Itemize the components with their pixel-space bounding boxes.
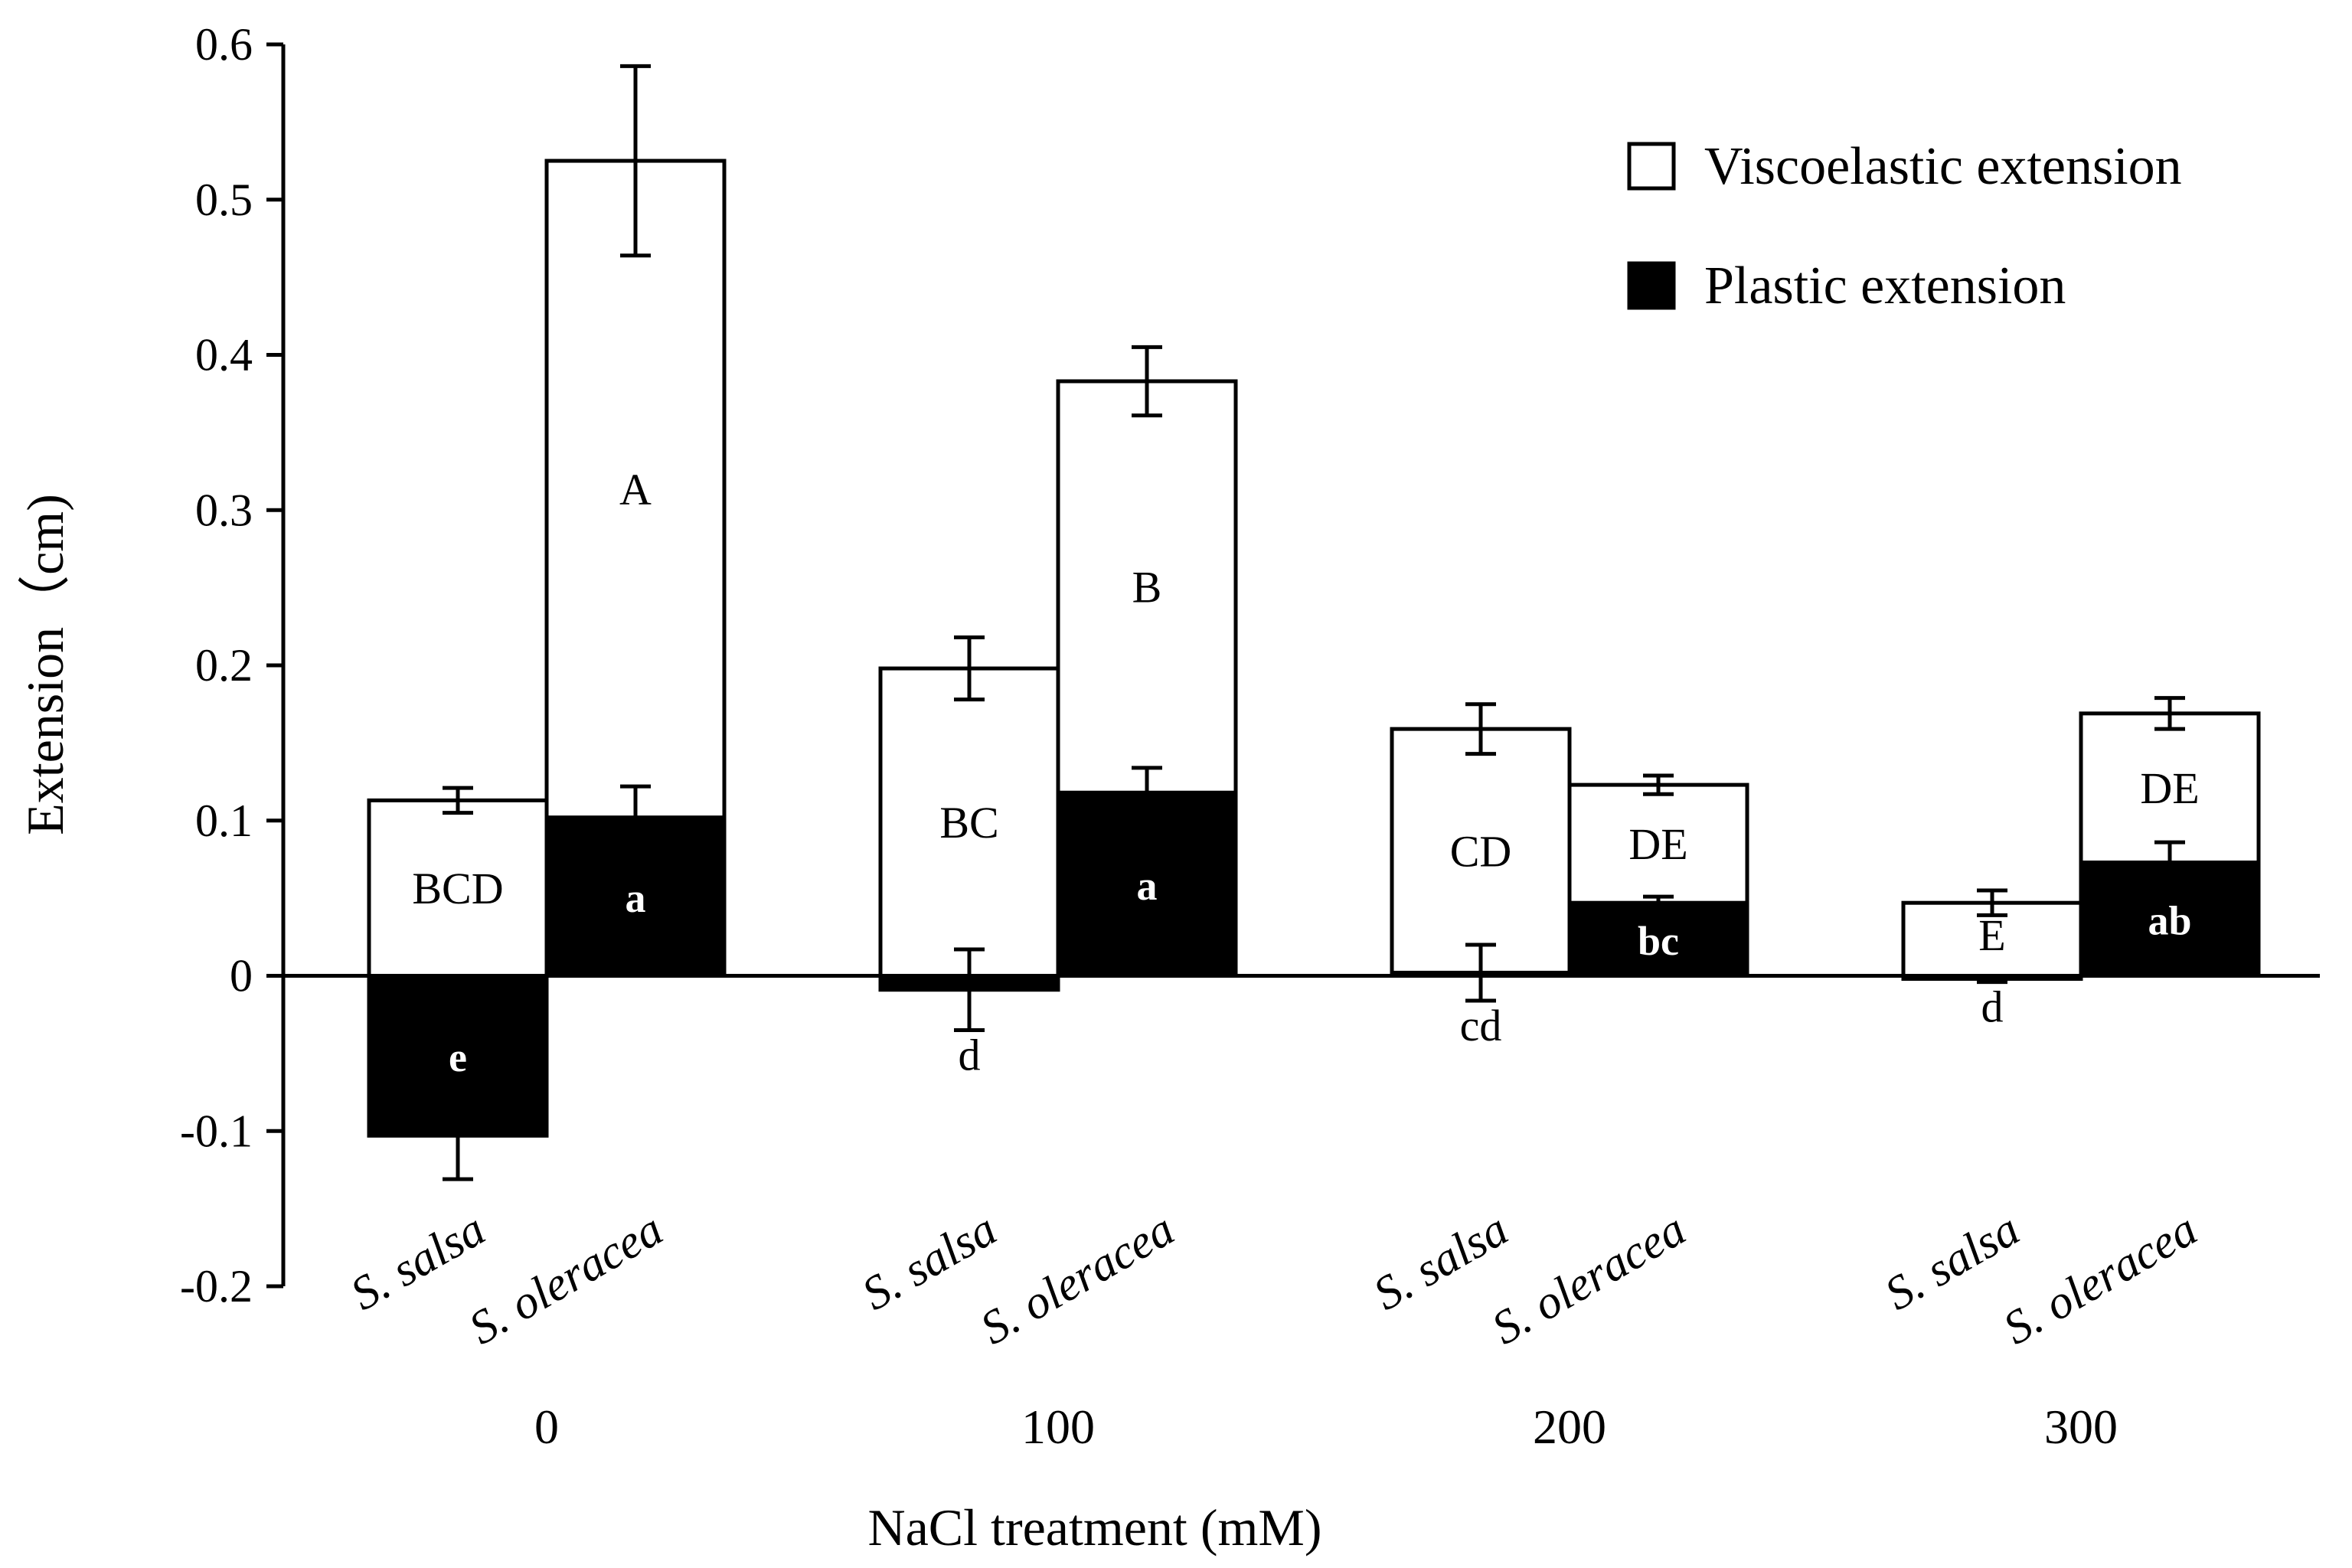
bar-group-200-salsa (1390, 702, 1572, 1003)
total-error-bar (620, 64, 651, 258)
group-label: 100 (1021, 1400, 1095, 1454)
plastic-letter: d (1981, 982, 2004, 1032)
plastic-error-bar (1465, 942, 1496, 1003)
viscoelastic-letter: CD (1450, 826, 1512, 876)
plastic-letter: a (1137, 863, 1158, 909)
viscoelastic-letter: A (619, 465, 652, 514)
bar-group-100-salsa (878, 635, 1060, 1032)
plastic-letter: cd (1460, 1001, 1502, 1050)
total-error-bar (2154, 696, 2185, 731)
y-axis-title: Extension（cm) (16, 494, 74, 835)
legend-label: Plastic extension (1704, 256, 2066, 315)
viscoelastic-letter: BC (939, 798, 998, 848)
total-error-bar (443, 786, 473, 815)
species-label: S. oleracea (460, 1203, 671, 1354)
species-label: S. oleracea (1994, 1203, 2206, 1354)
y-tick-label: -0.2 (180, 1261, 253, 1312)
plastic-error-bar (620, 784, 651, 851)
total-error-bar (954, 635, 985, 702)
plastic-letter: bc (1638, 918, 1679, 964)
y-tick-label: -0.1 (180, 1106, 253, 1156)
viscoelastic-letter: DE (1628, 819, 1687, 869)
bar-group-0-oleracea (544, 64, 727, 978)
viscoelastic-letter: BCD (412, 864, 503, 913)
plastic-error-bar (954, 947, 985, 1032)
axis-layer: -0.2 -0.1 0 0.1 0.2 0.3 0.4 0.5 0.6 (180, 19, 2320, 1312)
plastic-letter: e (449, 1034, 467, 1080)
total-error-bar (1643, 773, 1674, 796)
y-tick-label: 0.2 (195, 640, 253, 691)
y-tick-label: 0.6 (195, 19, 253, 70)
legend-swatch (1627, 142, 1676, 191)
plastic-error-bar (443, 1090, 473, 1181)
species-label: S. oleracea (1483, 1203, 1694, 1354)
bar-group-0-salsa (367, 786, 549, 1181)
legend-swatch (1627, 261, 1676, 310)
viscoelastic-letter: B (1132, 563, 1162, 612)
group-label: 300 (2044, 1400, 2118, 1454)
plastic-error-bar (2154, 840, 2185, 885)
plastic-bar (1056, 790, 1238, 978)
y-tick-label: 0.5 (195, 175, 253, 225)
species-label: S. oleracea (972, 1203, 1183, 1354)
total-error-bar (1132, 345, 1162, 418)
total-error-bar (1977, 888, 2007, 917)
x-axis-title: NaCl treatment (mM) (868, 1498, 1322, 1557)
plastic-letter: ab (2148, 897, 2191, 943)
plastic-error-bar (1132, 766, 1162, 820)
plastic-error-bar (1643, 894, 1674, 911)
group-label: 200 (1533, 1400, 1606, 1454)
bars-layer (367, 64, 2261, 1181)
y-tick-label: 0.1 (195, 795, 253, 846)
plastic-letter: d (959, 1030, 981, 1080)
viscoelastic-letter: E (1978, 910, 2005, 960)
viscoelastic-bar (1390, 727, 1572, 978)
y-tick-label: 0.4 (195, 330, 253, 381)
y-tick-label: 0.3 (195, 485, 253, 535)
legend-label: Viscoelastic extension (1704, 137, 2182, 196)
viscoelastic-bar (367, 798, 549, 978)
bar-group-300-oleracea (2079, 696, 2261, 978)
plastic-bar (1567, 900, 1749, 978)
group-label: 0 (534, 1400, 559, 1454)
viscoelastic-letter: DE (2140, 763, 2199, 813)
legend: Viscoelastic extension Plastic extension (1627, 137, 2182, 315)
total-error-bar (1465, 702, 1496, 756)
plastic-letter: a (626, 875, 646, 921)
bar-group-200-oleracea (1567, 773, 1749, 978)
y-tick-label: 0 (230, 951, 253, 1001)
